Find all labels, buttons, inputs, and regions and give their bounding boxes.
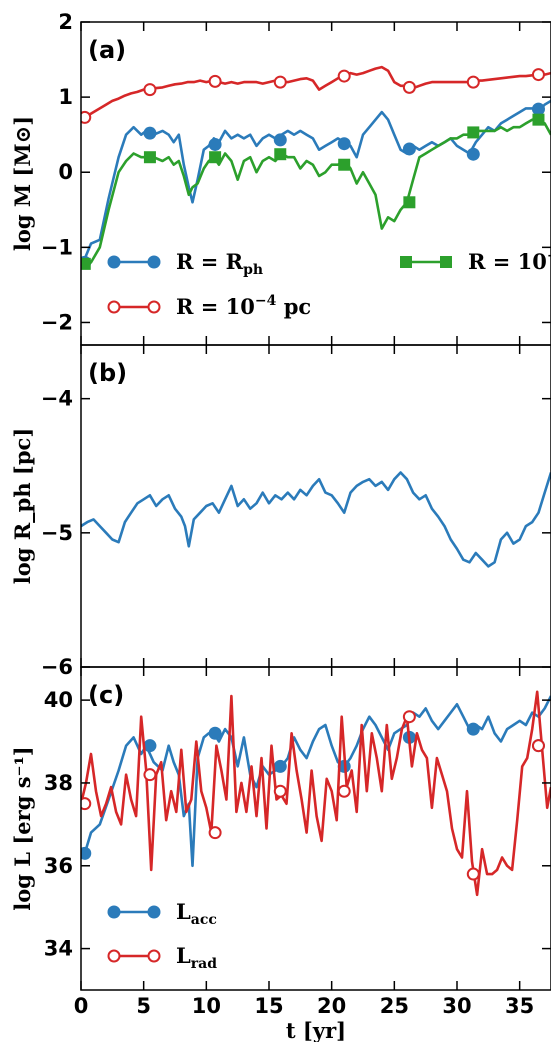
y-tick-label: −1 bbox=[41, 235, 73, 259]
legend-marker bbox=[147, 905, 161, 919]
panel-c: 34 36 38 40 0 5 10 15 20 25 30 35 (c) log L [erg s⁻¹]… bbox=[10, 666, 551, 1018]
y-tick-label: 0 bbox=[58, 160, 73, 184]
legend-marker bbox=[400, 256, 412, 268]
legend-marker bbox=[107, 949, 121, 963]
x-axis-label: t [yr] bbox=[286, 1018, 346, 1042]
data-point-marker bbox=[466, 867, 480, 881]
y-tick-label: 34 bbox=[44, 937, 73, 961]
legend-entry: R = 10−4 pc bbox=[107, 293, 311, 319]
x-tick-label: 15 bbox=[254, 994, 283, 1018]
y-axis-label: log M [M⊙] bbox=[10, 116, 35, 251]
data-point-marker bbox=[532, 113, 545, 126]
panel-b: −6 −5 −4 (b) log R_ph [pc] bbox=[10, 344, 551, 679]
legend-label: R = Rph bbox=[176, 249, 263, 278]
data-point-marker bbox=[208, 137, 222, 151]
y-tick-label: −2 bbox=[41, 310, 73, 334]
data-point-marker bbox=[402, 142, 416, 156]
data-point-marker bbox=[81, 257, 91, 270]
data-point-marker bbox=[81, 846, 92, 860]
data-point-marker bbox=[466, 75, 480, 89]
data-point-marker bbox=[274, 148, 287, 161]
series-l-rad bbox=[81, 690, 551, 897]
y-axis-label: log L [erg s⁻¹] bbox=[10, 746, 35, 910]
legend-marker bbox=[107, 255, 121, 269]
legend-marker bbox=[440, 256, 452, 268]
y-tick-label: 2 bbox=[58, 10, 73, 34]
legend-entry: Lrad bbox=[107, 943, 217, 972]
data-point-marker bbox=[81, 110, 92, 124]
y-tick-label: −5 bbox=[41, 521, 73, 545]
data-point-marker bbox=[466, 722, 480, 736]
plot-frame bbox=[80, 666, 551, 991]
data-point-marker bbox=[467, 126, 480, 139]
data-point-marker bbox=[143, 126, 157, 140]
legend-marker bbox=[147, 300, 161, 314]
x-tick-label: 25 bbox=[380, 994, 409, 1018]
data-point-marker bbox=[403, 196, 416, 209]
y-axis-label: log R_ph [pc] bbox=[10, 428, 35, 585]
panel-label: (a) bbox=[88, 36, 126, 64]
data-point-marker bbox=[338, 158, 351, 171]
data-point-marker bbox=[143, 83, 157, 97]
data-point-marker bbox=[337, 784, 351, 798]
y-tick-label: 40 bbox=[44, 688, 73, 712]
data-point-marker bbox=[531, 739, 545, 753]
y-tick-label: 36 bbox=[44, 854, 73, 878]
plot-frame bbox=[80, 344, 551, 668]
data-point-marker bbox=[143, 151, 156, 164]
legend-entry: Lacc bbox=[107, 899, 217, 928]
x-tick-label: 0 bbox=[74, 994, 89, 1018]
plot-frame bbox=[80, 21, 551, 346]
series-line bbox=[81, 99, 551, 264]
legend-label: R = 10−4 pc bbox=[176, 293, 311, 319]
series-line bbox=[81, 471, 551, 568]
data-point-marker bbox=[531, 68, 545, 82]
series-r-10-4-pc bbox=[81, 65, 551, 124]
data-point-marker bbox=[273, 784, 287, 798]
legend-marker bbox=[147, 949, 161, 963]
legend-marker bbox=[107, 300, 121, 314]
data-point-marker bbox=[208, 74, 222, 88]
data-point-marker bbox=[273, 75, 287, 89]
data-point-marker bbox=[273, 133, 287, 147]
data-point-marker bbox=[143, 768, 157, 782]
x-tick-label: 30 bbox=[442, 994, 471, 1018]
legend-entry: R = 10−5 pc bbox=[400, 248, 551, 274]
y-tick-label: −6 bbox=[41, 655, 73, 679]
data-point-marker bbox=[466, 147, 480, 161]
legend-label: Lrad bbox=[176, 943, 217, 972]
series-r-r-ph bbox=[81, 99, 551, 269]
data-point-marker bbox=[402, 80, 416, 94]
data-point-marker bbox=[531, 102, 545, 116]
legend-marker bbox=[107, 905, 121, 919]
data-point-marker bbox=[337, 137, 351, 151]
series-r-10-5-pc bbox=[81, 113, 551, 270]
legend-marker bbox=[147, 255, 161, 269]
y-tick-label: 1 bbox=[58, 85, 73, 109]
x-tick-label: 5 bbox=[136, 994, 151, 1018]
data-point-marker bbox=[208, 826, 222, 840]
x-tick-label: 35 bbox=[505, 994, 534, 1018]
data-point-marker bbox=[209, 151, 222, 164]
panel-a: −2 −1 0 1 2 (a) log M [M⊙] R = Rph R = 10−5 pc R … bbox=[10, 10, 551, 346]
data-point-marker bbox=[337, 69, 351, 83]
panel-label: (b) bbox=[88, 359, 127, 387]
x-tick-label: 20 bbox=[317, 994, 346, 1018]
series-rph bbox=[81, 471, 551, 568]
panel-label: (c) bbox=[88, 681, 124, 709]
series-line bbox=[81, 690, 551, 897]
x-tick-label: 10 bbox=[192, 994, 221, 1018]
data-point-marker bbox=[208, 726, 222, 740]
data-point-marker bbox=[81, 797, 92, 811]
data-point-marker bbox=[273, 759, 287, 773]
y-tick-label: −4 bbox=[41, 387, 73, 411]
legend-entry: R = Rph bbox=[107, 249, 263, 278]
legend-label: Lacc bbox=[176, 899, 217, 928]
data-point-marker bbox=[143, 739, 157, 753]
y-tick-label: 38 bbox=[44, 771, 73, 795]
legend-label: R = 10−5 pc bbox=[468, 248, 551, 274]
data-point-marker bbox=[402, 710, 416, 724]
